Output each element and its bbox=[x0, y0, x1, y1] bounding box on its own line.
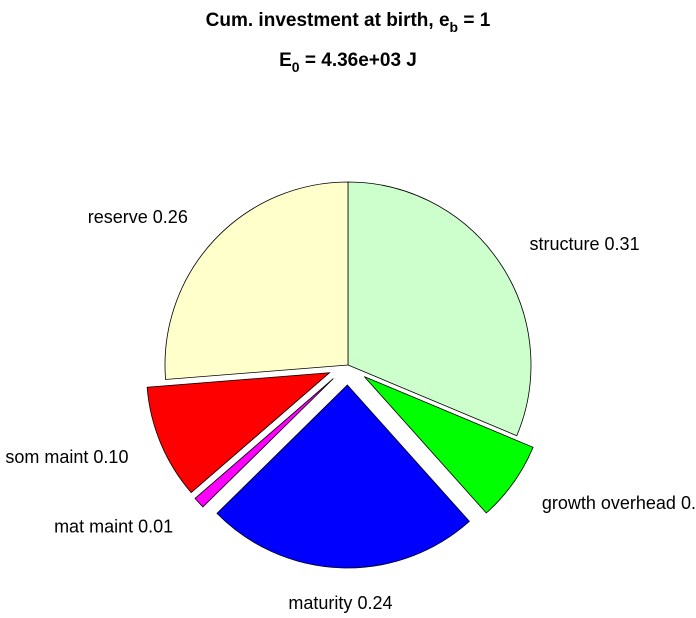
slice-label: growth overhead 0.07 bbox=[542, 493, 696, 513]
subtitle-subscript: 0 bbox=[292, 59, 300, 75]
pie-slice bbox=[363, 376, 534, 514]
slice-value-label: 0.24 bbox=[357, 593, 392, 613]
slice-label: structure 0.31 bbox=[530, 234, 640, 254]
slice-name: som maint bbox=[5, 447, 88, 467]
slice-name: maturity bbox=[288, 593, 352, 613]
slice-label: reserve 0.26 bbox=[88, 207, 188, 227]
slice-label: maturity 0.24 bbox=[288, 593, 392, 613]
subtitle-text: = 4.36e+03 J bbox=[300, 50, 417, 71]
slice-value-label: 0.07 bbox=[681, 493, 696, 513]
slice-value-label: 0.10 bbox=[93, 447, 128, 467]
slice-name: reserve bbox=[88, 207, 148, 227]
slice-label: mat maint 0.01 bbox=[54, 516, 173, 536]
slice-name: growth overhead bbox=[542, 493, 676, 513]
pie-slice bbox=[347, 181, 532, 437]
title-subscript: b bbox=[450, 19, 459, 35]
slice-value-label: 0.26 bbox=[153, 207, 188, 227]
pie-slice bbox=[164, 181, 349, 380]
slice-name: structure bbox=[530, 234, 600, 254]
pie-slice bbox=[216, 384, 470, 569]
pie-slice bbox=[146, 372, 331, 494]
chart-title: Cum. investment at birth, eb = 1 bbox=[206, 10, 491, 35]
pie-slice bbox=[194, 378, 334, 508]
slice-value-label: 0.31 bbox=[605, 234, 640, 254]
slice-label: som maint 0.10 bbox=[5, 447, 128, 467]
chart-subtitle: E0 = 4.36e+03 J bbox=[279, 50, 417, 75]
title-text: = 1 bbox=[458, 10, 491, 31]
subtitle-text: E bbox=[279, 50, 292, 71]
slice-name: mat maint bbox=[54, 516, 133, 536]
slice-value-label: 0.01 bbox=[138, 516, 173, 536]
title-text: Cum. investment at birth, e bbox=[206, 10, 450, 31]
